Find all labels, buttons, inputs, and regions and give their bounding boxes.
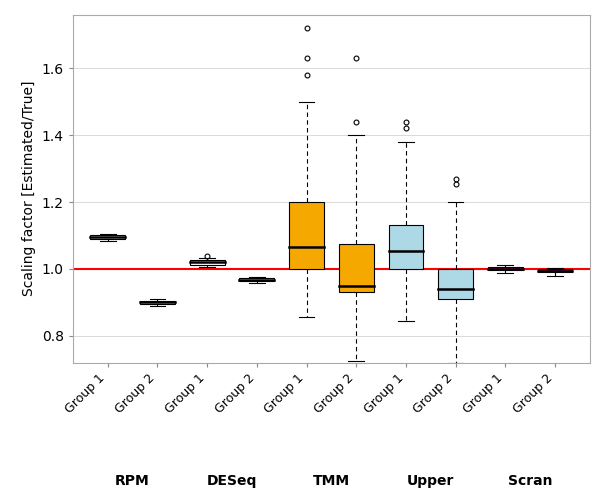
- Y-axis label: Scaling factor [Estimated/True]: Scaling factor [Estimated/True]: [22, 81, 36, 296]
- Text: Scran: Scran: [508, 474, 553, 488]
- Bar: [91, 236, 125, 239]
- Bar: [389, 225, 423, 269]
- Text: TMM: TMM: [313, 474, 350, 488]
- Bar: [140, 301, 175, 304]
- Bar: [190, 260, 224, 265]
- Bar: [339, 244, 373, 293]
- Bar: [240, 278, 274, 281]
- Text: Upper
Quartile: Upper Quartile: [399, 474, 463, 490]
- Bar: [289, 202, 324, 269]
- Bar: [537, 269, 572, 272]
- Bar: [438, 269, 473, 299]
- Text: DESeq: DESeq: [207, 474, 257, 488]
- Bar: [488, 267, 523, 270]
- Text: RPM: RPM: [115, 474, 150, 488]
